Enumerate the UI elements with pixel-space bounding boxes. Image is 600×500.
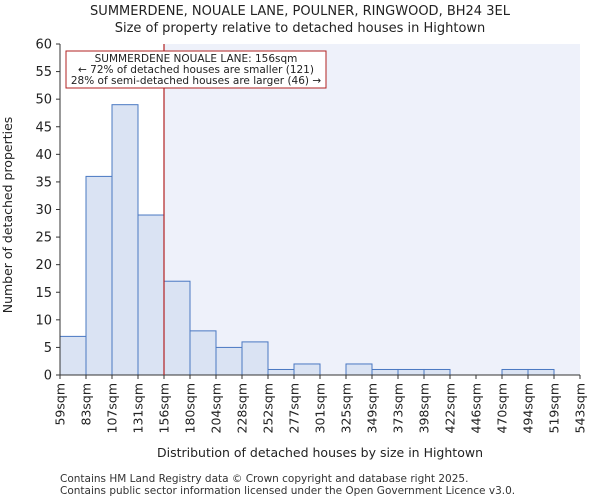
- x-tick-label: 494sqm: [521, 383, 536, 433]
- bar-252sqm: [267, 368, 295, 376]
- y-tick-label: 50: [35, 93, 52, 108]
- bar-325sqm: [345, 363, 373, 376]
- x-tick-label: 398sqm: [417, 383, 432, 433]
- y-tick-label: 0: [44, 369, 52, 384]
- x-tick-label: 349sqm: [365, 383, 380, 433]
- bar-180sqm: [189, 330, 217, 376]
- y-tick-label: 35: [35, 175, 52, 190]
- x-tick-label: 204sqm: [209, 383, 224, 433]
- x-tick-label: 59sqm: [53, 383, 68, 426]
- bar-373sqm: [397, 368, 425, 376]
- bar-470sqm: [501, 368, 529, 376]
- annotation-line-1: SUMMERDENE NOUALE LANE: 156sqm: [95, 53, 298, 65]
- footer-line-1: Contains HM Land Registry data © Crown c…: [60, 473, 469, 485]
- bar-349sqm: [371, 368, 399, 376]
- x-tick-label: 543sqm: [573, 383, 588, 433]
- y-tick-label: 60: [35, 38, 52, 53]
- x-tick-label: 470sqm: [495, 383, 510, 433]
- annotation-box: [65, 50, 327, 89]
- bar-59sqm: [59, 335, 87, 376]
- bar-228sqm: [241, 341, 269, 376]
- x-tick-label: 156sqm: [157, 383, 172, 433]
- chart-subtitle: Size of property relative to detached ho…: [114, 21, 486, 36]
- x-tick-label: 107sqm: [105, 383, 120, 433]
- x-tick-label: 325sqm: [339, 383, 354, 433]
- bar-83sqm: [85, 175, 113, 376]
- bar-277sqm: [293, 363, 321, 376]
- x-tick-label: 131sqm: [131, 383, 146, 433]
- x-tick-label: 83sqm: [79, 383, 94, 426]
- y-tick-label: 5: [44, 341, 52, 356]
- y-tick-label: 55: [35, 65, 52, 80]
- footer-line-2: Contains public sector information licen…: [60, 485, 516, 497]
- x-tick-label: 301sqm: [313, 383, 328, 433]
- x-tick-label: 446sqm: [469, 383, 484, 433]
- bar-131sqm: [137, 214, 165, 376]
- bar-107sqm: [111, 104, 139, 376]
- annotation-line-3: 28% of semi-detached houses are larger (…: [71, 75, 322, 87]
- y-tick-label: 25: [35, 231, 52, 246]
- x-tick-label: 422sqm: [443, 383, 458, 433]
- bar-156sqm: [163, 280, 191, 376]
- highlight-region: [164, 44, 580, 375]
- x-tick-label: 180sqm: [183, 383, 198, 433]
- x-tick-label: 252sqm: [261, 383, 276, 433]
- y-tick-label: 15: [35, 286, 52, 301]
- x-tick-label: 373sqm: [391, 383, 406, 433]
- annotation-line-2: ← 72% of detached houses are smaller (12…: [78, 64, 314, 76]
- y-tick-label: 10: [35, 313, 52, 328]
- x-axis-label: Distribution of detached houses by size …: [157, 445, 483, 460]
- y-axis-label: Number of detached properties: [0, 117, 15, 314]
- bar-398sqm: [423, 368, 451, 376]
- x-tick-label: 277sqm: [287, 383, 302, 433]
- y-tick-label: 40: [35, 148, 52, 163]
- y-tick-label: 30: [35, 203, 52, 218]
- bar-494sqm: [527, 368, 555, 376]
- bar-204sqm: [215, 346, 243, 376]
- footer: Contains HM Land Registry data © Crown c…: [60, 473, 515, 497]
- chart-title: SUMMERDENE, NOUALE LANE, POULNER, RINGWO…: [90, 4, 510, 19]
- x-tick-label: 228sqm: [235, 383, 250, 433]
- x-tick-label: 519sqm: [547, 383, 562, 433]
- y-tick-label: 45: [35, 120, 52, 135]
- y-tick-label: 20: [35, 258, 52, 273]
